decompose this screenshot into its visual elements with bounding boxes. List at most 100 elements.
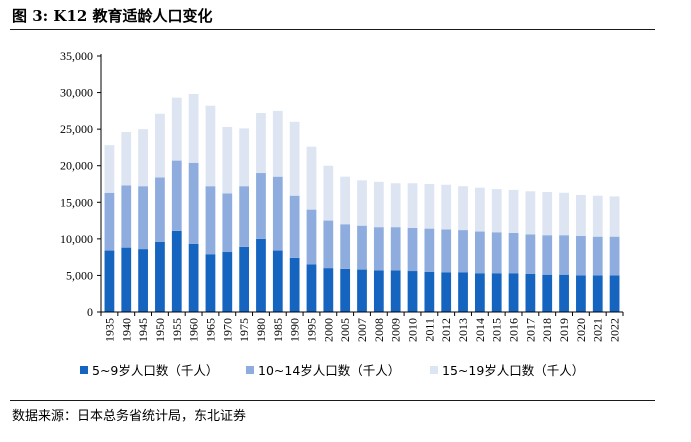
x-tick-label: 2008 [372, 318, 386, 342]
x-tick-label: 2014 [473, 318, 487, 342]
bar-segment-1970-s3 [222, 126, 233, 194]
bar-segment-1960-s2 [188, 162, 199, 244]
bar-segment-2000-s2 [323, 220, 334, 269]
bar-segment-1935-s1 [104, 250, 115, 312]
bar-segment-2014-s1 [474, 273, 485, 312]
legend: 5~9岁人口数（千人） 10~14岁人口数（千人） 15~19岁人口数（千人） [80, 363, 584, 378]
bar-segment-2008-s3 [373, 181, 384, 228]
x-tick-label: 2021 [591, 318, 605, 342]
x-tick-label: 2016 [507, 318, 521, 342]
bar-segment-1965-s1 [205, 254, 216, 312]
bar-segment-2010-s3 [407, 183, 418, 228]
legend-label-1: 5~9岁人口数（千人） [92, 363, 218, 378]
bar-segment-2000-s1 [323, 268, 334, 312]
bar-segment-1980-s1 [256, 238, 266, 312]
x-tick-label: 2019 [557, 318, 571, 342]
bar-segment-2009-s1 [390, 270, 401, 312]
bar-segment-2016-s1 [508, 273, 519, 312]
bar-segment-1960-s3 [188, 94, 199, 163]
source-rule [10, 400, 655, 401]
bar-segment-2019-s2 [559, 235, 569, 275]
x-tick-label: 2011 [422, 318, 436, 342]
legend-swatch-1 [80, 366, 88, 374]
bar-segment-2020-s2 [576, 235, 586, 276]
bar-segment-1940-s1 [121, 247, 132, 312]
x-tick-label: 2009 [389, 318, 403, 342]
bar-segment-1960-s1 [188, 243, 199, 312]
bar-segment-1995-s3 [306, 146, 317, 210]
x-tick-label: 1975 [237, 318, 251, 342]
x-tick-label: 2013 [456, 318, 470, 342]
bar-segment-2009-s3 [390, 183, 401, 228]
bar-segment-1985-s2 [272, 176, 283, 251]
bar-segment-1945-s3 [138, 129, 148, 187]
bar-segment-2008-s1 [373, 270, 384, 312]
bar-segment-1950-s3 [155, 113, 165, 178]
x-tick-label: 1945 [136, 318, 150, 342]
bar-segment-2020-s3 [576, 194, 586, 236]
x-tick-label: 2020 [574, 318, 588, 342]
x-tick-label: 2022 [608, 318, 622, 342]
bar-segment-2000-s3 [323, 165, 334, 221]
bar-segment-1935-s3 [104, 145, 115, 193]
y-tick-label: 15,000 [60, 195, 93, 209]
bar-segment-1995-s1 [306, 264, 317, 312]
x-tick-label: 2010 [406, 318, 420, 342]
bar-segment-1955-s3 [171, 97, 182, 161]
x-tick-label: 1960 [187, 318, 201, 342]
bars-group [104, 94, 620, 312]
bar-segment-1940-s3 [121, 132, 132, 186]
bar-segment-1990-s2 [289, 195, 300, 258]
x-tick-label: 1980 [254, 318, 268, 342]
x-tick-label: 1940 [119, 318, 133, 342]
chart-title: 图 3: K12 教育适龄人口变化 [12, 7, 213, 25]
bar-segment-1970-s1 [222, 252, 233, 312]
y-tick-label: 20,000 [60, 159, 93, 173]
bar-segment-2017-s3 [525, 191, 536, 235]
bar-segment-1950-s2 [155, 177, 165, 242]
bar-segment-2016-s3 [508, 189, 519, 233]
x-tick-label: 1950 [153, 318, 167, 342]
bar-segment-2019-s3 [559, 192, 569, 236]
bar-segment-1975-s3 [239, 128, 250, 187]
bar-segment-2015-s1 [491, 273, 502, 312]
y-tick-label: 25,000 [60, 122, 93, 136]
bar-segment-2018-s2 [542, 235, 553, 275]
bar-segment-1935-s2 [104, 192, 115, 251]
bar-segment-2013-s1 [458, 272, 468, 312]
bar-segment-1990-s1 [289, 257, 300, 312]
x-tick-label: 2015 [490, 318, 504, 342]
x-tick-label: 2018 [540, 318, 554, 342]
bar-segment-2012-s3 [441, 184, 452, 230]
legend-swatch-2 [246, 366, 254, 374]
x-tick-label: 1935 [102, 318, 116, 342]
bar-segment-1955-s1 [171, 230, 182, 312]
bar-segment-1985-s1 [272, 250, 283, 312]
bar-segment-2010-s1 [407, 271, 418, 312]
x-tick-label: 1985 [271, 318, 285, 342]
bar-segment-2021-s1 [592, 275, 603, 312]
bar-segment-2008-s2 [373, 227, 384, 271]
y-tick-label: 0 [87, 305, 93, 319]
bar-segment-1980-s3 [256, 113, 266, 174]
bar-segment-2013-s2 [458, 230, 468, 273]
x-tick-label: 1955 [170, 318, 184, 342]
x-tick-label: 1965 [203, 318, 217, 342]
bar-segment-1965-s2 [205, 186, 216, 255]
bar-segment-2022-s3 [609, 196, 620, 237]
legend-label-2: 10~14岁人口数（千人） [258, 363, 400, 378]
bar-segment-2011-s1 [424, 271, 435, 312]
bar-segment-2018-s1 [542, 274, 553, 312]
stacked-bar-chart: 0 5,000 10,000 15,000 20,000 25,000 30,000 35,0… [60, 49, 624, 378]
bar-segment-2012-s2 [441, 229, 452, 273]
y-tick-label: 5,000 [66, 268, 93, 282]
bar-segment-2005-s2 [340, 224, 351, 269]
bar-segment-2019-s1 [559, 274, 569, 312]
bar-segment-1970-s2 [222, 193, 233, 253]
y-tick-label: 10,000 [60, 232, 93, 246]
legend-swatch-3 [430, 366, 438, 374]
bar-segment-1940-s2 [121, 185, 132, 248]
bar-segment-2015-s2 [491, 232, 502, 274]
x-tick-label: 2007 [355, 318, 369, 342]
y-axis: 0 5,000 10,000 15,000 20,000 25,000 30,000 35,0… [60, 49, 102, 319]
